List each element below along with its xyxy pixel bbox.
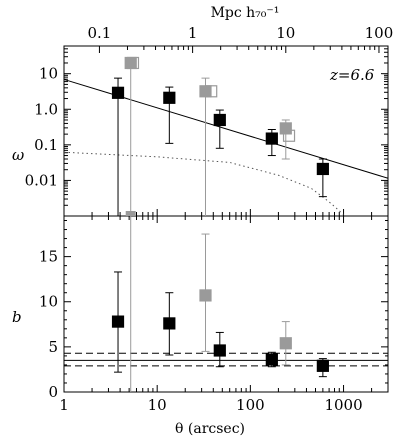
y-tick-label: 0: [48, 383, 58, 401]
redshift-annotation: z=6.6: [329, 66, 375, 84]
x-tick-label: 1: [59, 396, 69, 414]
filled-square-point: [199, 289, 212, 302]
top-y-axis-label: ω: [12, 146, 24, 164]
dark-matter-curve: [63, 151, 344, 215]
y-tick-label: 5: [48, 338, 58, 356]
x-tick-label: 100: [236, 396, 265, 414]
filled-square-point: [213, 113, 226, 127]
filled-square-point: [316, 162, 329, 176]
x-tick-label: 1000: [324, 396, 362, 414]
filled-square-point: [279, 337, 292, 350]
filled-square-point: [213, 344, 226, 357]
y-tick-label: 15: [39, 248, 58, 266]
y-tick-label: 0.01: [25, 171, 58, 189]
top-axis-label: Mpc h₇₀⁻¹: [211, 5, 280, 21]
top-x-tick-label: 0.1: [87, 24, 111, 42]
bottom-x-axis-label: θ (arcsec): [175, 421, 245, 437]
open-square-point: [282, 129, 296, 142]
y-tick-label: 0.1: [34, 136, 58, 154]
filled-square-point: [316, 359, 329, 372]
filled-square-point: [163, 91, 176, 104]
bottom-y-axis-label: b: [12, 308, 22, 326]
filled-square-point: [163, 317, 176, 330]
y-tick-label: 1.0: [34, 100, 58, 118]
filled-square-point: [265, 353, 278, 366]
top-x-tick-label: 100: [365, 24, 394, 42]
filled-square-point: [265, 132, 278, 145]
x-tick-label: 10: [148, 396, 167, 414]
top-x-tick-label: 1: [188, 24, 198, 42]
filled-square-point: [125, 211, 136, 216]
y-tick-label: 10: [39, 293, 58, 311]
y-tick-label: 10: [39, 65, 58, 83]
filled-square-point: [111, 86, 125, 99]
open-square-point: [126, 56, 140, 70]
filled-square-point: [124, 56, 137, 70]
filled-square-point: [279, 122, 292, 135]
bottom-panel-frame: [63, 215, 389, 393]
top-x-tick-label: 10: [276, 24, 295, 42]
filled-square-point: [111, 315, 125, 328]
open-square-point: [205, 85, 218, 98]
